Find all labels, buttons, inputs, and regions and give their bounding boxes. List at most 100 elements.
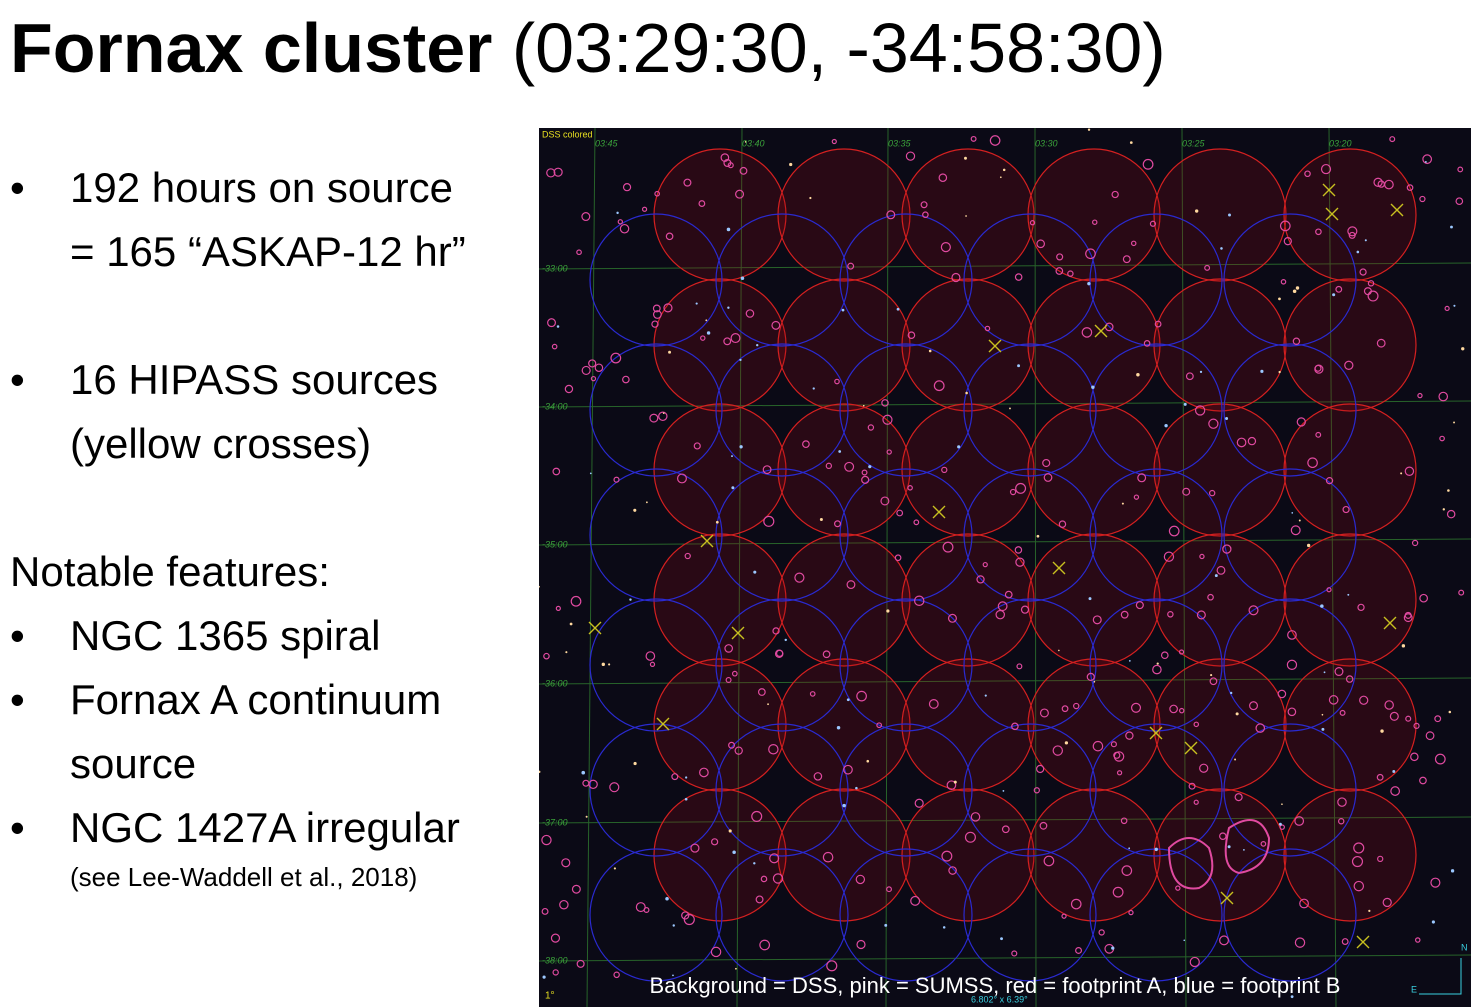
- beam-a: [1027, 278, 1161, 412]
- source: [1315, 228, 1322, 236]
- source: [622, 375, 630, 384]
- source: [1143, 340, 1151, 347]
- beam-b: [589, 598, 723, 732]
- source: [1073, 702, 1080, 710]
- line: = 165 “ASKAP-12 hr”: [70, 228, 466, 275]
- source: [551, 343, 558, 350]
- line: 192 hours on source: [70, 164, 453, 211]
- north-label: N: [1461, 942, 1468, 952]
- ra-label: 03:45: [595, 138, 619, 148]
- star: [1292, 289, 1297, 293]
- source: [1382, 897, 1392, 908]
- source: [928, 699, 939, 709]
- star: [1321, 727, 1325, 731]
- star: [1323, 671, 1326, 674]
- star: [646, 501, 648, 504]
- star: [846, 698, 850, 702]
- star: [1017, 364, 1021, 368]
- bullet: Fornax A continuum source: [10, 668, 460, 796]
- hipass-cross: [1325, 207, 1339, 221]
- source: [1367, 280, 1375, 287]
- star: [1129, 141, 1133, 144]
- source: [964, 831, 976, 843]
- star: [1064, 741, 1069, 745]
- source: [1149, 220, 1157, 227]
- dec-line: [539, 262, 1471, 270]
- star: [739, 445, 743, 449]
- source: [1015, 557, 1025, 567]
- dec-line: [539, 954, 1471, 962]
- star: [633, 761, 637, 766]
- star: [1136, 373, 1140, 377]
- star: [1183, 939, 1186, 942]
- source: [1439, 435, 1445, 442]
- source: [1292, 337, 1301, 346]
- source: [1142, 158, 1154, 170]
- source: [1337, 797, 1347, 807]
- star: [1225, 417, 1229, 420]
- source: [1075, 947, 1083, 954]
- ra-line: [885, 128, 889, 1007]
- source: [772, 627, 780, 635]
- survey-label: DSS colored: [542, 129, 593, 139]
- beam-a: [901, 533, 1035, 667]
- star: [1320, 604, 1324, 608]
- beam-b: [1223, 343, 1357, 477]
- star: [1400, 472, 1403, 475]
- fornax-a: [1167, 819, 1271, 890]
- source: [727, 162, 734, 169]
- source: [730, 333, 741, 344]
- beam-a: [1027, 148, 1161, 282]
- star: [838, 450, 842, 453]
- source: [1042, 458, 1051, 468]
- source: [1011, 950, 1018, 957]
- hipass-crosses: [588, 183, 1404, 949]
- source: [1334, 667, 1344, 677]
- source: [933, 380, 945, 392]
- source: [693, 442, 701, 450]
- source: [822, 851, 834, 863]
- source: [861, 469, 868, 476]
- source: [1219, 935, 1229, 946]
- star: [1121, 502, 1124, 505]
- source: [1009, 488, 1017, 496]
- hipass-cross: [731, 626, 745, 640]
- star: [1068, 988, 1071, 990]
- source: [1438, 391, 1449, 402]
- source: [1328, 695, 1339, 705]
- source: [914, 798, 924, 808]
- source: [1128, 909, 1134, 916]
- star: [1380, 729, 1384, 733]
- source: [1036, 764, 1045, 774]
- source: [590, 375, 597, 382]
- source: [1357, 603, 1365, 612]
- source: [1326, 587, 1332, 593]
- beam-a: [1283, 278, 1417, 412]
- star: [1154, 847, 1158, 852]
- source: [1016, 663, 1023, 670]
- title: Fornax cluster (03:29:30, -34:58:30): [10, 8, 1166, 88]
- source: [1296, 417, 1306, 427]
- dec-label: -36:00: [542, 678, 568, 688]
- source: [1194, 405, 1206, 416]
- star: [819, 518, 823, 522]
- source: [1081, 327, 1093, 338]
- sumss-sources: [539, 128, 1465, 999]
- star: [1281, 803, 1283, 806]
- source: [698, 200, 706, 208]
- source: [1125, 731, 1134, 740]
- source: [1335, 285, 1343, 293]
- star: [1214, 574, 1218, 578]
- hipass-cross: [1220, 891, 1234, 905]
- source: [970, 135, 977, 142]
- beam-b: [1223, 723, 1357, 857]
- beam-b: [1223, 848, 1357, 982]
- star: [735, 967, 737, 970]
- source: [546, 168, 556, 178]
- source: [1029, 220, 1036, 226]
- star: [1002, 168, 1006, 172]
- star: [1368, 909, 1371, 913]
- source: [1055, 267, 1064, 275]
- source: [1353, 880, 1365, 892]
- star: [1356, 250, 1360, 254]
